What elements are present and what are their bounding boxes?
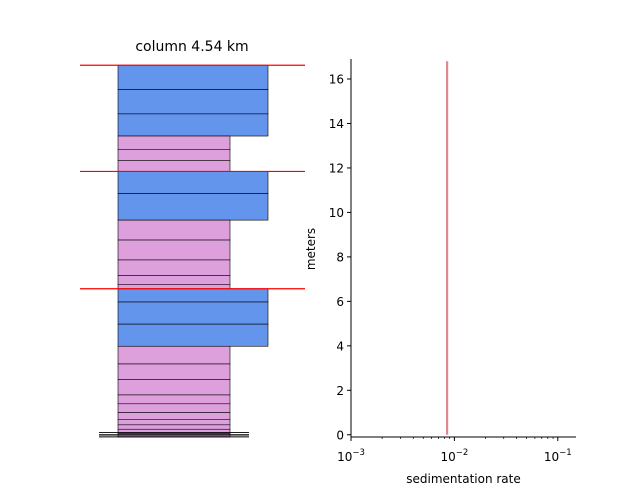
bed-narrow bbox=[117, 219, 231, 241]
bed-narrow bbox=[117, 403, 231, 413]
bed-narrow bbox=[117, 418, 231, 426]
bed-narrow bbox=[117, 259, 231, 276]
bed-wide bbox=[117, 171, 269, 194]
y-tick-label: 16 bbox=[329, 73, 344, 87]
bed-narrow bbox=[117, 379, 231, 396]
y-tick-label: 12 bbox=[329, 161, 344, 175]
plot-axes: 0 2 4 6 8 10 12 14 16 10−3 10−2 10−1 bbox=[329, 59, 576, 464]
y-tick-label: 6 bbox=[336, 295, 344, 309]
bed-wide bbox=[117, 64, 269, 90]
stratigraphic-column bbox=[80, 64, 305, 438]
bed-wide bbox=[117, 89, 269, 115]
bed-narrow bbox=[117, 239, 231, 261]
bed-wide bbox=[117, 323, 269, 347]
bed-narrow bbox=[117, 412, 231, 420]
bed-narrow bbox=[117, 428, 231, 434]
y-tick-label: 14 bbox=[329, 117, 344, 131]
bed-narrow bbox=[117, 160, 231, 172]
bed-wide bbox=[117, 301, 269, 325]
bed-narrow bbox=[117, 135, 231, 150]
x-axis-label: sedimentation rate bbox=[406, 472, 521, 486]
y-tick-label: 0 bbox=[336, 428, 344, 442]
y-axis-label: meters bbox=[304, 228, 318, 270]
bed-narrow bbox=[117, 149, 231, 161]
bed-narrow bbox=[117, 275, 231, 285]
bed-narrow bbox=[117, 345, 231, 365]
bed-wide bbox=[117, 288, 269, 303]
y-tick-label: 2 bbox=[336, 384, 344, 398]
bed-narrow bbox=[117, 394, 231, 405]
x-tick-label: 10−2 bbox=[440, 448, 468, 464]
column-title: column 4.54 km bbox=[135, 39, 248, 55]
bed-narrow bbox=[117, 363, 231, 380]
x-tick-label: 10−1 bbox=[544, 448, 572, 464]
bed-wide bbox=[117, 193, 269, 221]
bed-narrow bbox=[117, 284, 231, 290]
x-tick-label: 10−3 bbox=[337, 448, 365, 464]
y-tick-label: 4 bbox=[336, 339, 344, 353]
bed-wide bbox=[117, 113, 269, 137]
sedimentation-rate-plot: 0 2 4 6 8 10 12 14 16 10−3 10−2 10−1 sedimentation … bbox=[304, 59, 576, 486]
bed-narrow bbox=[117, 424, 231, 430]
y-tick-label: 8 bbox=[336, 250, 344, 264]
y-tick-label: 10 bbox=[329, 206, 344, 220]
